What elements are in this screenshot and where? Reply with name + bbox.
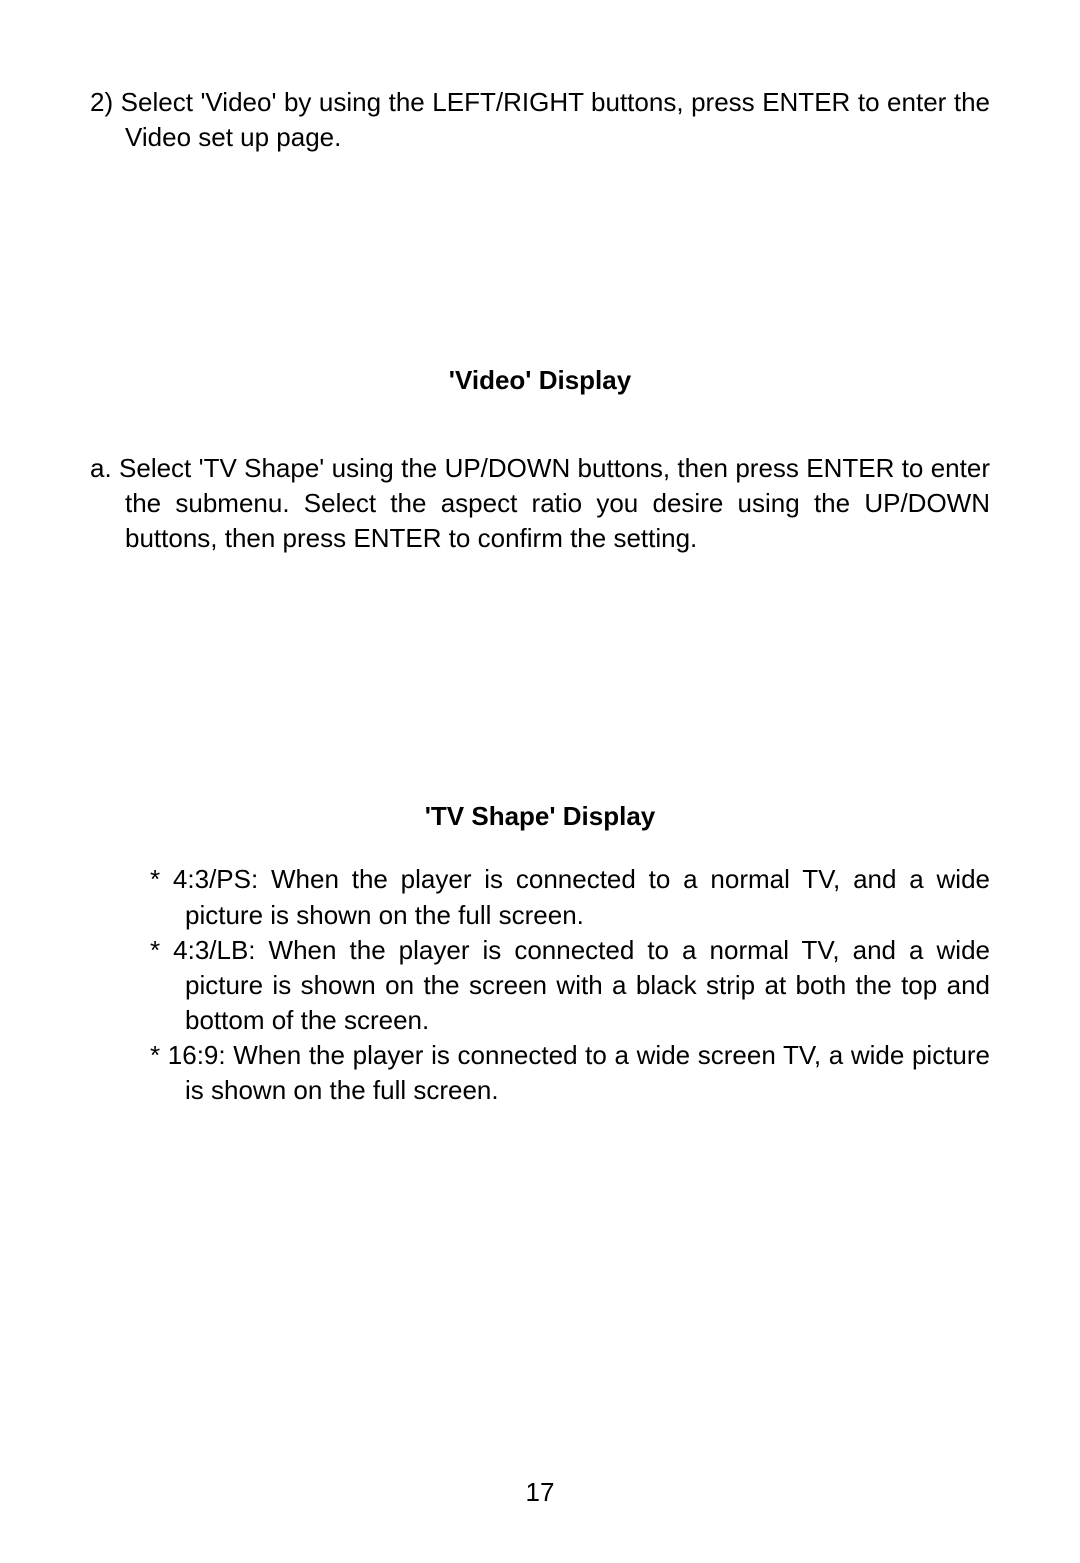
step-text: Select 'TV Shape' using the UP/DOWN butt… [119, 453, 990, 553]
step-marker: 2) [90, 87, 121, 117]
aspect-ratio-list: * 4:3/PS: When the player is connected t… [90, 862, 990, 1108]
instruction-step-a: a. Select 'TV Shape' using the UP/DOWN b… [90, 451, 990, 556]
heading-tv-shape-display: 'TV Shape' Display [90, 801, 990, 832]
page-number: 17 [0, 1477, 1080, 1508]
bullet-43ps: * 4:3/PS: When the player is connected t… [120, 862, 990, 932]
step-text: Select 'Video' by using the LEFT/RIGHT b… [121, 87, 990, 152]
bullet-169: * 16:9: When the player is connected to … [120, 1038, 990, 1108]
heading-video-display: 'Video' Display [90, 365, 990, 396]
bullet-43lb: * 4:3/LB: When the player is connected t… [120, 933, 990, 1038]
step-marker: a. [90, 453, 119, 483]
instruction-step-2: 2) Select 'Video' by using the LEFT/RIGH… [90, 85, 990, 155]
